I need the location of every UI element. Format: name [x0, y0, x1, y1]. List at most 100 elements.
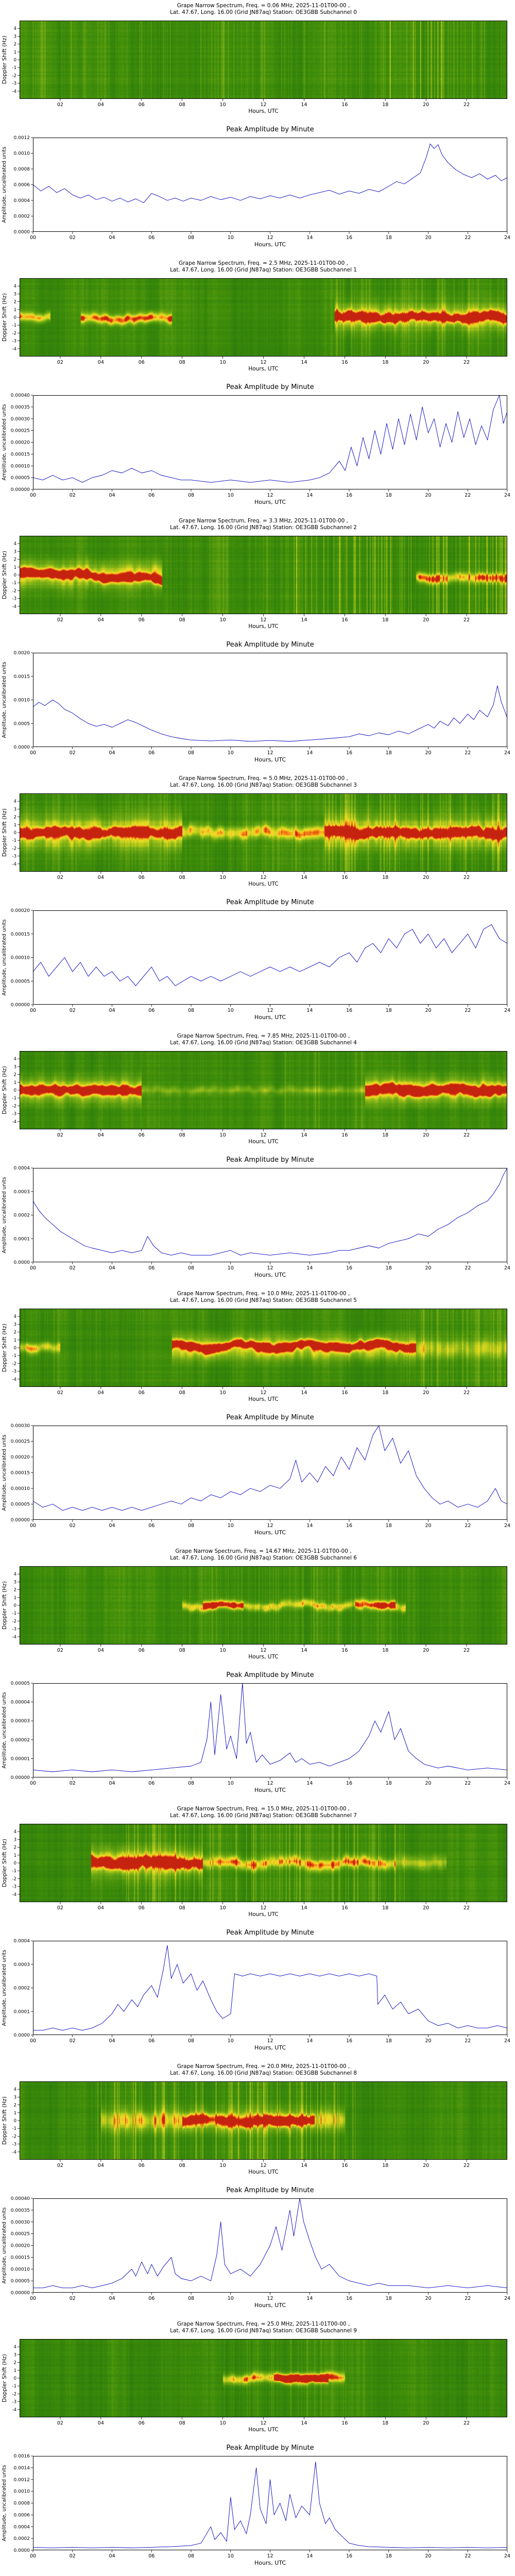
- spectrogram-title: Grape Narrow Spectrum, Freq. = 0.06 MHz,…: [177, 3, 350, 9]
- spectrogram-panel: Grape Narrow Spectrum, Freq. = 25.0 MHz,…: [0, 2318, 515, 2439]
- amplitude-title: Peak Amplitude by Minute: [226, 2187, 314, 2194]
- y-tick-label: -4: [12, 862, 16, 867]
- y-tick-label: 3: [14, 1064, 16, 1070]
- y-tick-label: 0.00020: [11, 440, 30, 446]
- x-tick-label: 12: [267, 2038, 273, 2044]
- amplitude-line: [33, 1945, 508, 2031]
- x-tick-label: 20: [425, 1781, 431, 1786]
- y-tick-label: 0.0002: [14, 2536, 30, 2541]
- x-axis-label: Hours, UTC: [248, 2169, 278, 2175]
- y-tick-label: 4: [14, 2345, 16, 2350]
- y-tick-label: 4: [14, 1829, 16, 1835]
- x-tick-label: 20: [425, 493, 431, 498]
- x-tick-label: 08: [179, 102, 185, 108]
- y-tick-label: 0.0001: [14, 2009, 30, 2014]
- y-tick-label: -4: [12, 2408, 16, 2413]
- y-tick-label: 0.00003: [11, 1719, 30, 1724]
- x-tick-label: 14: [306, 1265, 313, 1271]
- amplitude-panel: Peak Amplitude by Minute 00 02 04 06 08 10 12 14…: [0, 2182, 515, 2318]
- y-tick-label: 0.00015: [11, 452, 30, 457]
- x-tick-label: 20: [425, 750, 431, 756]
- x-tick-label: 22: [465, 1008, 471, 1013]
- spectrogram-title: Grape Narrow Spectrum, Freq. = 15.0 MHz,…: [177, 1806, 350, 1812]
- y-tick-label: 0.00020: [11, 908, 30, 913]
- spectrogram-image: [20, 2081, 507, 2160]
- y-tick-label: 0.00020: [11, 2244, 30, 2249]
- y-tick-label: -4: [12, 1635, 16, 1640]
- y-tick-label: 2: [14, 1588, 16, 1593]
- x-tick-label: 18: [386, 1781, 392, 1786]
- y-axis-label: Doppler Shift (Hz): [2, 2354, 8, 2402]
- x-tick-label: 18: [382, 1905, 388, 1911]
- y-tick-label: -3: [12, 1885, 16, 1890]
- y-tick-label: 2: [14, 557, 16, 563]
- x-tick-label: 18: [386, 493, 392, 498]
- y-tick-label: -3: [12, 1369, 16, 1375]
- y-tick-label: 0.00010: [11, 464, 30, 469]
- x-tick-label: 18: [382, 2420, 388, 2426]
- x-tick-label: 18: [382, 617, 388, 623]
- x-tick-label: 06: [139, 617, 145, 623]
- x-tick-label: 04: [98, 2163, 104, 2168]
- amplitude-title: Peak Amplitude by Minute: [226, 126, 314, 133]
- x-tick-label: 18: [386, 2553, 392, 2559]
- x-tick-label: 16: [346, 493, 352, 498]
- y-tick-label: -2: [12, 73, 16, 78]
- y-tick-label: 0.0015: [14, 674, 30, 680]
- x-tick-label: 02: [70, 2296, 76, 2301]
- y-tick-label: -4: [12, 89, 16, 94]
- spectrogram-image: [20, 1309, 507, 1387]
- x-axis-label: Hours, UTC: [248, 1139, 278, 1145]
- x-tick-label: 02: [57, 2163, 63, 2168]
- spectrogram-image: [20, 1566, 507, 1645]
- y-tick-label: -4: [12, 347, 16, 352]
- x-tick-label: 00: [30, 2038, 36, 2044]
- amplitude-panel: Peak Amplitude by Minute 00 02 04 06 08 10 12 14…: [0, 2439, 515, 2576]
- x-tick-label: 16: [346, 2553, 352, 2559]
- x-axis-label: Hours, UTC: [254, 2044, 286, 2051]
- spectrogram-panel: Grape Narrow Spectrum, Freq. = 20.0 MHz,…: [0, 2061, 515, 2182]
- plot-frame: [33, 2198, 507, 2293]
- x-tick-label: 04: [109, 1008, 115, 1013]
- y-tick-label: 3: [14, 1322, 16, 1327]
- x-tick-label: 16: [341, 2420, 348, 2426]
- x-tick-label: 10: [220, 1132, 226, 1138]
- x-tick-label: 14: [301, 1132, 307, 1138]
- y-tick-label: 1: [14, 565, 16, 570]
- y-tick-label: -2: [12, 1104, 16, 1109]
- y-tick-label: -4: [12, 1377, 16, 1382]
- x-axis-label: Hours, UTC: [254, 2560, 286, 2566]
- spectrogram-image: [20, 793, 507, 872]
- y-tick-label: 0.0000: [14, 2548, 30, 2553]
- plot-frame: [33, 1426, 507, 1520]
- y-tick-label: -4: [12, 1120, 16, 1125]
- y-tick-label: 0.0004: [14, 2524, 30, 2530]
- amplitude-title: Peak Amplitude by Minute: [226, 1414, 314, 1421]
- y-tick-label: 2: [14, 2361, 16, 2366]
- y-tick-label: 0.00015: [11, 932, 30, 937]
- plot-frame: [20, 1051, 507, 1129]
- y-tick-label: 1: [14, 2368, 16, 2374]
- spectrogram-axes: Grape Narrow Spectrum, Freq. = 3.3 MHz, …: [2, 518, 507, 630]
- x-tick-label: 18: [386, 1265, 392, 1271]
- spectrogram-axes: Grape Narrow Spectrum, Freq. = 15.0 MHz,…: [2, 1806, 507, 1918]
- x-tick-label: 20: [423, 2163, 429, 2168]
- amplitude-axes: Peak Amplitude by Minute 00 02 04 06 08 10 12 14…: [2, 1156, 510, 1278]
- y-tick-label: 1: [14, 1596, 16, 1601]
- x-tick-label: 24: [504, 1781, 510, 1786]
- x-tick-label: 20: [423, 1905, 429, 1911]
- x-tick-label: 06: [148, 1781, 154, 1786]
- amplitude-title: Peak Amplitude by Minute: [226, 383, 314, 391]
- x-tick-label: 04: [109, 2038, 115, 2044]
- plot-frame: [33, 1941, 507, 2035]
- x-tick-label: 10: [220, 360, 226, 365]
- y-tick-label: 0.0004: [14, 198, 30, 204]
- y-tick-label: 1: [14, 1080, 16, 1086]
- y-tick-label: -4: [12, 604, 16, 609]
- x-tick-label: 24: [504, 1523, 510, 1529]
- y-tick-label: 0.0003: [14, 1962, 30, 1968]
- spectrogram-panel: Grape Narrow Spectrum, Freq. = 14.67 MHz…: [0, 1546, 515, 1667]
- plot-frame: [20, 1309, 507, 1387]
- x-tick-label: 10: [228, 1265, 234, 1271]
- x-tick-label: 04: [98, 875, 104, 880]
